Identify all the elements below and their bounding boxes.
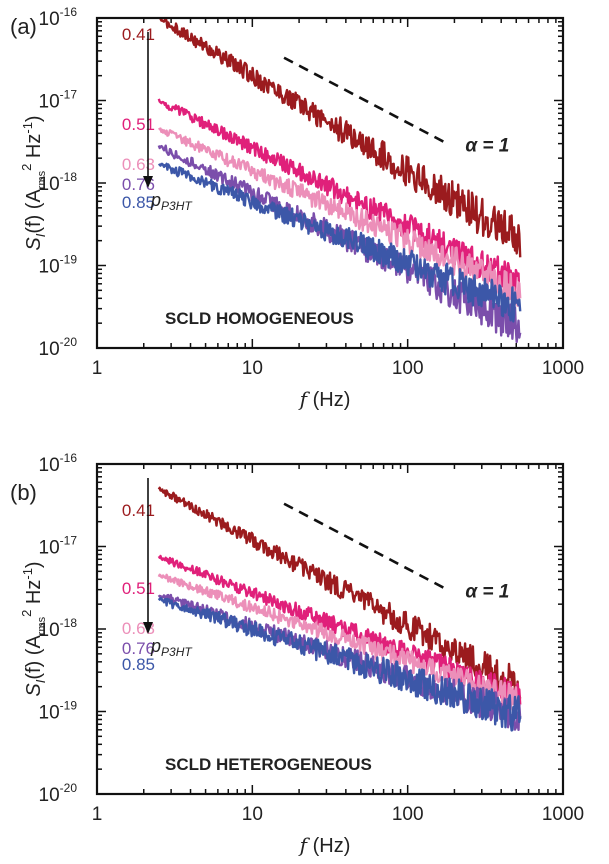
y-tick-label: 10-20: [39, 335, 78, 360]
panel-annotation: SCLD HOMOGENEOUS: [165, 309, 354, 328]
x-tick-label: 100: [392, 358, 424, 379]
series-label-0-51: 0.51: [122, 115, 155, 134]
y-tick-label: 10-17: [39, 534, 78, 559]
arrow-head-icon: [143, 622, 153, 634]
panel-annotation: SCLD HETEROGENEOUS: [165, 755, 372, 774]
series-label-0-63: 0.63: [122, 155, 155, 174]
y-axis-label: SI(f) (Arms2 Hz-1): [19, 561, 48, 696]
x-tick-label: 10: [242, 358, 263, 379]
x-tick-label: 1000: [542, 358, 584, 379]
x-tick-label: 1: [92, 804, 103, 825]
series-line-0-51: [157, 98, 521, 296]
y-tick-label: 10-16: [39, 451, 78, 476]
series-label-0-76: 0.76: [122, 639, 155, 658]
series-label-0-85: 0.85: [122, 655, 155, 674]
series-label-0-51: 0.51: [122, 579, 155, 598]
series-label-0-41: 0.41: [122, 501, 155, 520]
series-line-0-63: [157, 573, 521, 711]
series-line-0-85: [157, 162, 522, 323]
plot-frame: [95, 462, 565, 796]
y-tick-label: 10-19: [39, 253, 78, 278]
x-tick-label: 100: [392, 804, 424, 825]
panel-b: (b) 1 10 100 1000 10-20 10-19 10-18 10-17 10-16 SI…: [10, 451, 584, 857]
arrow-label: pP3HT: [150, 636, 193, 659]
x-axis-label: f (Hz): [298, 387, 351, 411]
slope-label: α = 1: [465, 582, 509, 603]
x-tick-label: 1: [92, 358, 103, 379]
panel-label: (b): [10, 480, 37, 505]
slope-reference-line: [283, 502, 448, 591]
y-tick-label: 10-17: [39, 88, 78, 113]
y-tick-label: 10-19: [39, 699, 78, 724]
slope-reference-line: [283, 56, 448, 145]
arrow-head-icon: [143, 176, 153, 188]
x-tick-label: 1000: [542, 804, 584, 825]
x-tick-label: 10: [242, 804, 263, 825]
y-tick-label: 10-18: [39, 170, 78, 195]
series-label-0-41: 0.41: [122, 25, 155, 44]
series-label-0-85: 0.85: [122, 193, 155, 212]
series-line-0-85: [157, 597, 522, 732]
series-lines: [157, 486, 522, 732]
panel-label: (a): [10, 14, 37, 39]
series-lines: [157, 18, 522, 344]
series-line-0-41: [158, 18, 522, 258]
x-axis-label: f (Hz): [298, 833, 351, 857]
y-tick-label: 10-20: [39, 781, 78, 806]
y-axis-label: SI(f) (Arms2 Hz-1): [19, 115, 48, 250]
arrow-label: pP3HT: [150, 190, 193, 213]
y-tick-label: 10-18: [39, 616, 78, 641]
series-line-0-51: [157, 554, 522, 707]
panel-a: (a) 1 10 100 1000 10-20 10-19 10-18 10-17 10-16 SI…: [10, 5, 584, 411]
slope-label: α = 1: [465, 136, 509, 157]
series-line-0-41: [157, 486, 522, 699]
y-tick-label: 10-16: [39, 5, 78, 30]
